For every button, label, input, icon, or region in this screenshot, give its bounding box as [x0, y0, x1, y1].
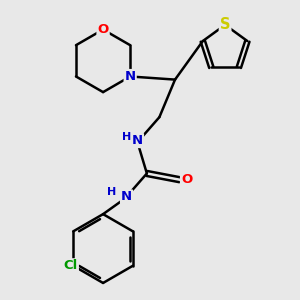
Text: H: H	[122, 131, 131, 142]
Text: N: N	[121, 190, 132, 203]
Text: O: O	[181, 173, 192, 186]
Text: N: N	[132, 134, 143, 147]
Text: S: S	[220, 17, 230, 32]
Text: O: O	[98, 23, 109, 36]
Text: N: N	[124, 70, 136, 83]
Text: H: H	[107, 187, 116, 196]
Text: Cl: Cl	[64, 259, 78, 272]
